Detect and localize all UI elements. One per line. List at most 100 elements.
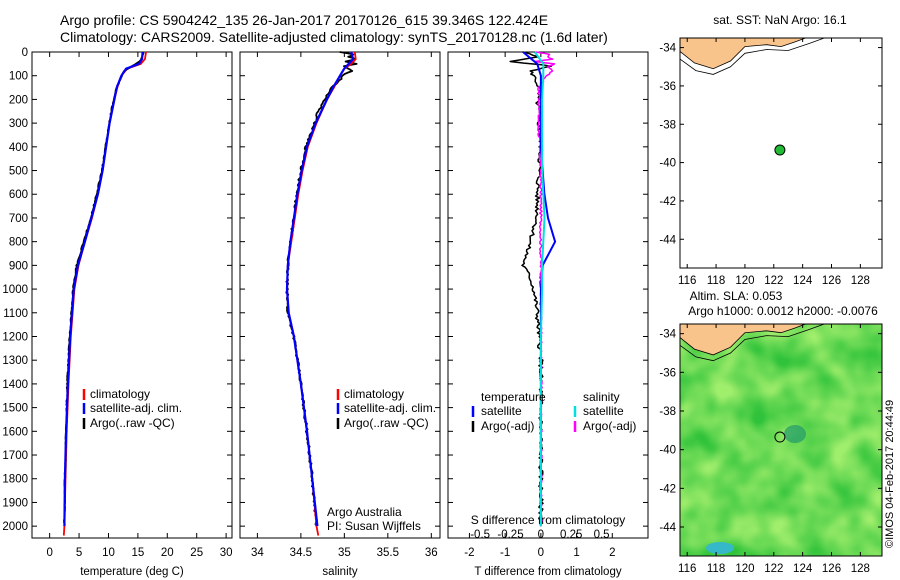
annotation-line-1: Argo Australia [327, 505, 402, 519]
map-ytick-label-sla_map--42: -42 [659, 483, 676, 495]
title-line-1: Argo profile: CS 5904242_135 26-Jan-2017… [60, 12, 549, 28]
xtick2-label-1: -0.25 [497, 529, 523, 541]
legend-t-1: Argo(-adj) [481, 419, 534, 433]
ytick-label-1300: 1300 [2, 355, 28, 367]
map-ytick-label-sst_map--38: -38 [659, 119, 676, 131]
legend-salinity-2: Argo(..raw -QC) [344, 416, 429, 430]
ytick-label-2000: 2000 [2, 521, 28, 533]
ytick-label-400: 400 [9, 142, 28, 154]
series-salinity-1 [285, 51, 355, 527]
ytick-label-500: 500 [9, 166, 28, 178]
isobath-contour [679, 37, 825, 75]
xtick2-label-2: 0 [538, 529, 544, 541]
legend-title-salinity: salinity [583, 390, 620, 404]
map-ytick-label-sla_map--36: -36 [659, 367, 676, 379]
map-xtick-label-sst_map-128: 128 [851, 275, 870, 287]
legend-s-0: satellite [583, 404, 624, 418]
ytick-label-1800: 1800 [2, 474, 28, 486]
ytick-label-1700: 1700 [2, 450, 28, 462]
map-xtick-label-sla_map-120: 120 [735, 563, 754, 575]
series-difference-2 [533, 51, 546, 527]
ytick-label-700: 700 [9, 213, 28, 225]
map-xtick-label-sla_map-118: 118 [707, 563, 725, 575]
xtick-label-temperature-0: 0 [46, 547, 52, 559]
ytick-label-1400: 1400 [2, 379, 28, 391]
xtick-label-difference-0: -2 [464, 547, 474, 559]
xtick-label-temperature-4: 20 [161, 547, 174, 559]
map-xtick-label-sst_map-118: 118 [707, 275, 725, 287]
xtick-label-salinity-2: 35 [338, 547, 351, 559]
map-xtick-label-sst_map-126: 126 [822, 275, 841, 287]
xtick-label-salinity-1: 34.5 [290, 547, 312, 559]
sst-map-title: sat. SST: NaN Argo: 16.1 [713, 13, 847, 27]
sla-anomaly-field [680, 324, 882, 556]
imos-stamp: ©IMOS 04-Feb-2017 20:44:49 [884, 399, 896, 548]
ytick-label-100: 100 [9, 71, 28, 83]
series-temperature-1 [63, 51, 144, 527]
series-temperature-0 [62, 51, 147, 536]
xtick-label-difference-1: -1 [500, 547, 510, 559]
ytick-label-1200: 1200 [2, 331, 28, 343]
legend-s-1: Argo(-adj) [583, 419, 636, 433]
map-xtick-label-sla_map-128: 128 [851, 563, 870, 575]
map-ytick-label-sla_map--40: -40 [659, 445, 676, 457]
xlabel-temperature: temperature (deg C) [80, 566, 184, 578]
xtick-label-salinity-4: 36 [425, 547, 438, 559]
xtick-label-salinity-3: 35.5 [377, 547, 399, 559]
xtick2-label-3: 0.25 [560, 529, 582, 541]
map-xtick-label-sst_map-120: 120 [735, 275, 754, 287]
xtick-label-temperature-5: 25 [190, 547, 203, 559]
legend-salinity-1: satellite-adj. clim. [344, 401, 436, 415]
series-temperature-2 [63, 51, 145, 527]
ytick-label-1600: 1600 [2, 426, 28, 438]
ytick-label-1000: 1000 [2, 284, 28, 296]
panel-frame-temperature [31, 51, 233, 539]
legend-title-temperature: temperature [481, 390, 546, 404]
map-ytick-label-sst_map--40: -40 [659, 158, 676, 170]
xtick-label-difference-2: 0 [538, 547, 544, 559]
xtick-label-temperature-1: 5 [76, 547, 82, 559]
ytick-label-1900: 1900 [2, 497, 28, 509]
map-ytick-label-sst_map--34: -34 [659, 43, 676, 55]
legend-temperature-1: satellite-adj. clim. [90, 401, 182, 415]
map-ytick-label-sla_map--38: -38 [659, 406, 676, 418]
ytick-label-600: 600 [9, 189, 28, 201]
map-xtick-label-sst_map-122: 122 [764, 275, 783, 287]
panel-frame-difference [447, 51, 649, 539]
map-xtick-label-sla_map-126: 126 [822, 563, 841, 575]
legend-temperature-0: climatology [90, 387, 150, 401]
xtick2-label-4: 0.5 [594, 529, 610, 541]
xtick-label-temperature-3: 15 [131, 547, 144, 559]
sla-low-patch [706, 542, 734, 554]
coastline [679, 323, 806, 356]
map-xtick-label-sst_map-124: 124 [793, 275, 813, 287]
series-salinity-0 [286, 51, 357, 536]
xlabel-difference: T difference from climatology [474, 566, 621, 578]
argo-float-marker-sst_map [774, 144, 786, 156]
xtick-label-temperature-2: 10 [102, 547, 115, 559]
xtick2-label-0: -0.5 [470, 529, 490, 541]
ytick-label-900: 900 [9, 260, 28, 272]
xtick-label-difference-4: 2 [609, 547, 615, 559]
ytick-label-0: 0 [22, 47, 28, 59]
ytick-label-1100: 1100 [3, 308, 28, 320]
xtick-label-difference-3: 1 [573, 547, 579, 559]
map-xtick-label-sst_map-116: 116 [678, 275, 696, 287]
series-difference-1 [509, 51, 553, 527]
xlabel2-difference: S difference from climatology [471, 513, 626, 527]
map-xtick-label-sla_map-124: 124 [793, 563, 813, 575]
coastline [679, 37, 806, 70]
legend-t-0: satellite [481, 404, 522, 418]
legend-temperature-2: Argo(..raw -QC) [90, 416, 175, 430]
xtick-label-salinity-0: 34 [251, 547, 264, 559]
map-ytick-label-sst_map--44: -44 [659, 234, 676, 246]
ytick-label-300: 300 [9, 118, 28, 130]
map-ytick-label-sla_map--44: -44 [659, 522, 676, 534]
annotation-line-2: PI: Susan Wijffels [327, 519, 421, 533]
sla-map-subtitle: Argo h1000: 0.0012 h2000: -0.0076 [688, 304, 878, 318]
series-salinity-2 [285, 51, 358, 527]
ytick-label-800: 800 [9, 237, 28, 249]
ytick-label-1500: 1500 [2, 403, 28, 415]
sla-map-title: Altim. SLA: 0.053 [690, 289, 783, 303]
